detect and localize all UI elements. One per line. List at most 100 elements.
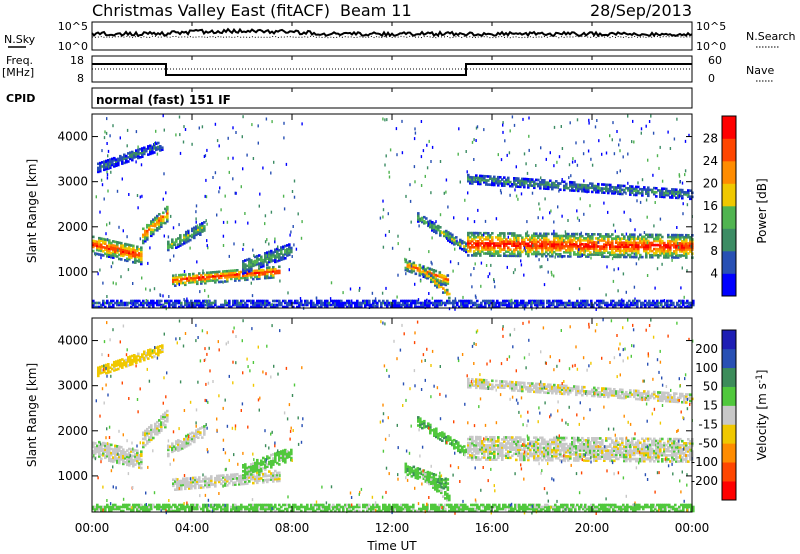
echo-cell bbox=[547, 238, 550, 242]
echo-cell bbox=[571, 249, 574, 252]
noise-cell bbox=[426, 298, 428, 302]
echo-cell bbox=[96, 246, 99, 250]
echo-cell bbox=[637, 241, 640, 245]
echo-cell bbox=[519, 254, 522, 258]
echo-cell bbox=[619, 190, 622, 194]
echo-cell bbox=[579, 236, 582, 240]
echo-cell bbox=[487, 440, 490, 443]
echo-cell bbox=[468, 299, 471, 303]
echo-cell bbox=[206, 481, 209, 485]
echo-cell bbox=[111, 161, 114, 165]
echo-cell bbox=[599, 249, 602, 252]
noise-cell bbox=[409, 183, 411, 187]
echo-cell bbox=[569, 255, 572, 258]
echo-cell bbox=[539, 187, 542, 190]
echo-cell bbox=[518, 301, 521, 305]
echo-cell bbox=[535, 182, 538, 186]
echo-cell bbox=[145, 147, 148, 151]
noise-cell bbox=[387, 212, 389, 216]
echo-cell bbox=[517, 185, 520, 188]
echo-cell bbox=[232, 269, 235, 272]
echo-cell bbox=[469, 448, 472, 451]
echo-cell bbox=[577, 238, 580, 242]
echo-cell bbox=[619, 237, 622, 240]
echo-cell bbox=[655, 243, 658, 247]
echo-cell bbox=[507, 232, 510, 235]
echo-cell bbox=[270, 255, 273, 259]
noise-cell bbox=[168, 295, 170, 298]
echo-cell bbox=[467, 173, 470, 177]
echo-cell bbox=[558, 303, 561, 307]
echo-cell bbox=[627, 243, 630, 247]
echo-cell bbox=[444, 275, 448, 279]
echo-cell bbox=[120, 456, 123, 459]
echo-cell bbox=[208, 485, 211, 489]
echo-cell bbox=[595, 237, 598, 240]
nave-tick-bottom: 0 bbox=[708, 72, 715, 85]
echo-cell bbox=[118, 453, 121, 457]
echo-cell bbox=[517, 252, 520, 256]
echo-cell bbox=[143, 146, 146, 150]
echo-cell bbox=[167, 240, 170, 244]
echo-cell bbox=[96, 240, 99, 244]
echo-cell bbox=[673, 192, 676, 195]
echo-cell bbox=[531, 248, 534, 252]
echo-cell bbox=[441, 431, 444, 434]
echo-cell bbox=[497, 440, 500, 443]
echo-cell bbox=[689, 250, 692, 253]
echo-cell bbox=[573, 181, 576, 184]
echo-cell bbox=[218, 280, 221, 284]
echo-cell bbox=[202, 479, 205, 483]
echo-cell bbox=[507, 176, 510, 180]
echo-cell bbox=[505, 444, 508, 447]
noise-cell bbox=[202, 269, 204, 273]
echo-cell bbox=[406, 465, 410, 468]
echo-cell bbox=[503, 184, 506, 187]
echo-cell bbox=[248, 267, 251, 271]
noise-cell bbox=[540, 176, 542, 180]
echo-cell bbox=[513, 254, 516, 258]
echo-cell bbox=[651, 241, 654, 245]
noise-cell bbox=[106, 173, 109, 177]
echo-cell bbox=[581, 187, 584, 191]
echo-cell bbox=[148, 224, 151, 227]
noise-cell bbox=[471, 140, 474, 144]
echo-cell bbox=[505, 238, 508, 241]
noise-cell bbox=[145, 287, 147, 291]
echo-cell bbox=[659, 252, 662, 255]
echo-cell bbox=[654, 301, 657, 305]
echo-cell bbox=[436, 274, 440, 278]
echo-cell bbox=[104, 248, 107, 251]
noise-cell bbox=[611, 138, 613, 142]
echo-cell bbox=[276, 249, 279, 253]
echo-cell bbox=[653, 192, 656, 196]
echo-cell bbox=[426, 276, 429, 280]
echo-cell bbox=[543, 179, 546, 182]
echo-cell bbox=[511, 244, 514, 247]
echo-cell bbox=[585, 255, 588, 258]
echo-cell bbox=[242, 270, 245, 273]
echo-cell bbox=[571, 238, 574, 242]
echo-cell bbox=[599, 239, 602, 242]
echo-cell bbox=[334, 301, 337, 305]
echo-cell bbox=[144, 229, 147, 233]
echo-cell bbox=[593, 245, 596, 248]
echo-cell bbox=[553, 238, 556, 242]
echo-cell bbox=[507, 452, 510, 455]
echo-cell bbox=[675, 188, 678, 191]
echo-cell bbox=[150, 424, 153, 427]
noise-cell bbox=[495, 303, 497, 307]
echo-cell bbox=[200, 484, 203, 487]
echo-cell bbox=[674, 305, 677, 309]
echo-cell bbox=[122, 254, 125, 258]
echo-cell bbox=[467, 250, 470, 253]
echo-cell bbox=[517, 181, 520, 184]
echo-cell bbox=[204, 281, 207, 285]
echo-cell bbox=[595, 243, 598, 246]
echo-cell bbox=[469, 175, 472, 179]
echo-cell bbox=[449, 232, 452, 235]
echo-cell bbox=[320, 303, 323, 307]
noise-cell bbox=[440, 301, 443, 305]
echo-cell bbox=[148, 228, 151, 231]
echo-cell bbox=[477, 441, 480, 445]
